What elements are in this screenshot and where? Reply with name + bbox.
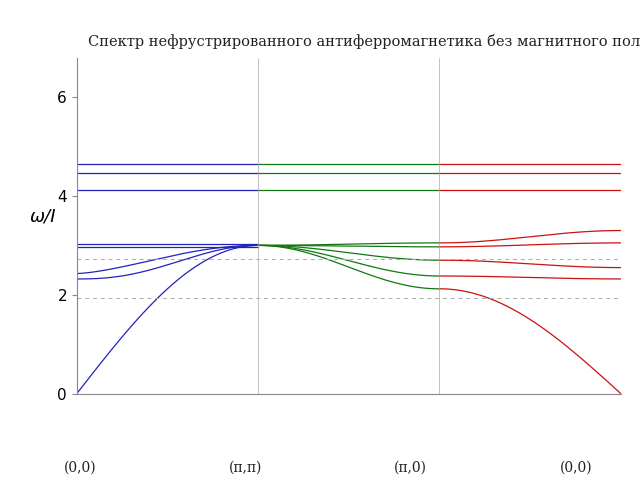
Text: (π,0): (π,0) [394,461,427,475]
Text: (0,0): (0,0) [560,461,592,475]
Text: (0,0): (0,0) [64,461,96,475]
Text: Спектр нефрустрированного антиферромагнетика без магнитного поля: Спектр нефрустрированного антиферромагне… [88,35,640,49]
Y-axis label: ω/I: ω/I [30,208,57,226]
Text: (π,π): (π,π) [228,461,262,475]
